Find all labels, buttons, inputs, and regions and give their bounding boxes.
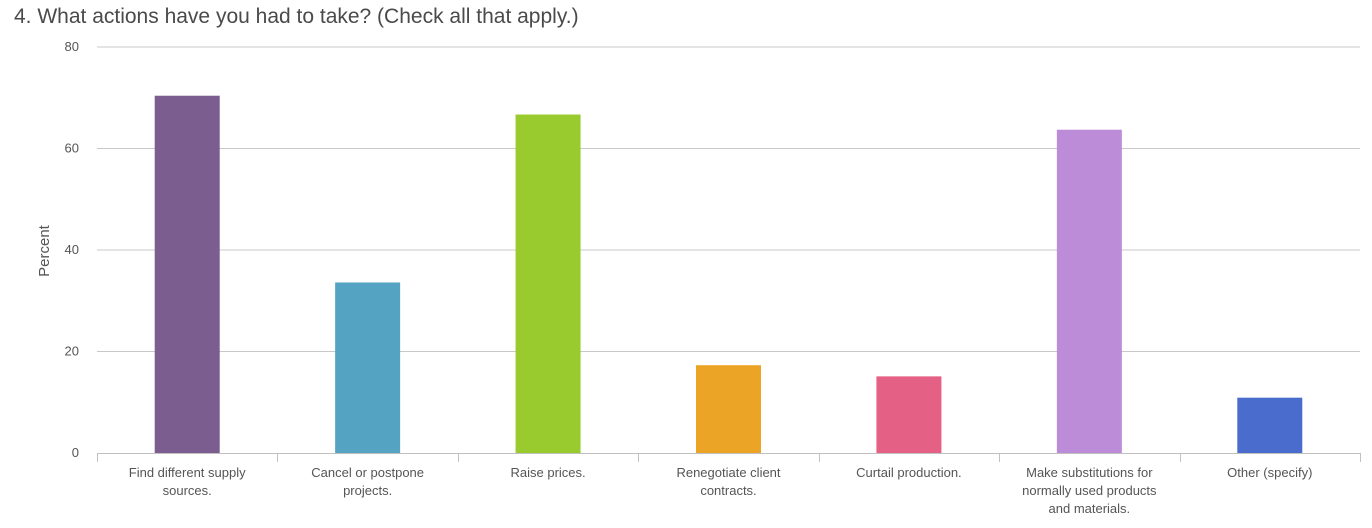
x-tick-label-line: Make substitutions for xyxy=(1026,465,1153,480)
y-tick-label: 60 xyxy=(65,141,79,156)
x-tick-label: Make substitutions for normally used prod… xyxy=(1022,465,1157,516)
y-tick-labels: 0 20 40 60 80 xyxy=(65,39,79,460)
bar xyxy=(696,365,761,453)
y-tick-label: 80 xyxy=(65,39,79,54)
x-tick-label-line: projects. xyxy=(343,483,392,498)
bar xyxy=(876,376,942,453)
bar xyxy=(515,114,581,453)
x-tick-labels: Find different supply sources. Cancel or p… xyxy=(129,465,1313,516)
x-tick-label-line: Other (specify) xyxy=(1227,465,1312,480)
x-tick-label-line: contracts. xyxy=(700,483,756,498)
x-tick-label-line: Renegotiate client xyxy=(676,465,780,480)
x-tick-label: Find different supply sources. xyxy=(129,465,246,498)
x-tick-label: Other (specify) xyxy=(1227,465,1312,480)
x-tick-label: Renegotiate client contracts. xyxy=(676,465,780,498)
bar xyxy=(1056,129,1122,453)
x-tick-label-line: and materials. xyxy=(1049,501,1131,516)
y-tick-label: 20 xyxy=(65,344,79,359)
x-tick-label-line: sources. xyxy=(163,483,212,498)
x-tick-label-line: Raise prices. xyxy=(511,465,586,480)
y-tick-label: 0 xyxy=(72,445,79,460)
gridlines xyxy=(97,46,1360,352)
bar xyxy=(335,282,401,453)
x-tick-label-line: Curtail production. xyxy=(856,465,962,480)
bars xyxy=(154,95,1303,453)
chart-title: 4. What actions have you had to take? (C… xyxy=(14,5,579,28)
x-tick-label: Curtail production. xyxy=(856,465,962,480)
bar xyxy=(154,95,220,453)
x-axis xyxy=(97,453,1361,462)
x-tick-label: Raise prices. xyxy=(511,465,586,480)
x-tick-label: Cancel or postpone projects. xyxy=(311,465,424,498)
x-tick-label-line: Cancel or postpone xyxy=(311,465,424,480)
x-tick-label-line: normally used products xyxy=(1022,483,1157,498)
bar xyxy=(1237,397,1303,453)
y-axis-label: Percent xyxy=(36,224,53,277)
y-tick-label: 40 xyxy=(65,242,79,257)
x-tick-label-line: Find different supply xyxy=(129,465,246,480)
